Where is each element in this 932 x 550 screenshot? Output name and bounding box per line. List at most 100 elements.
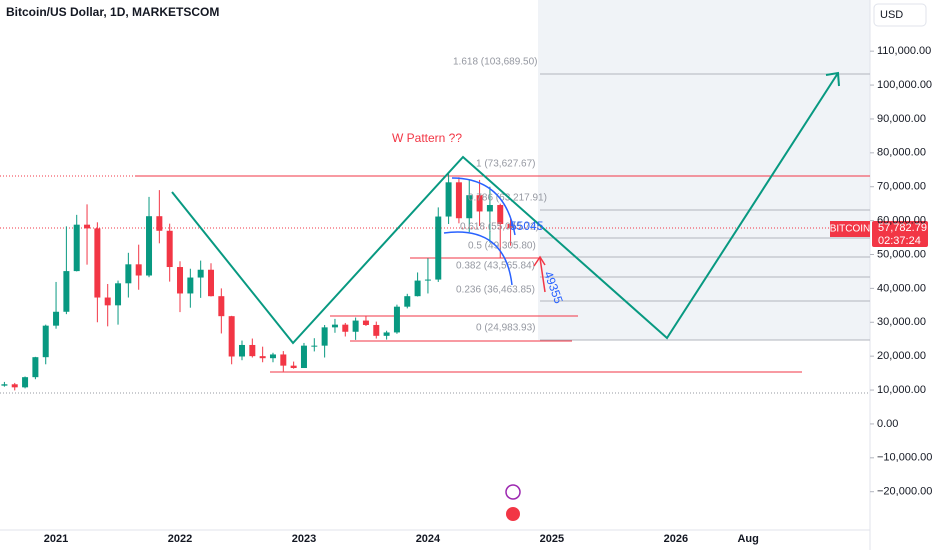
arc: [443, 231, 513, 286]
candle-body: [156, 216, 163, 231]
fib-label: 0.5 (49,305.80): [468, 241, 536, 252]
candle-body: [269, 354, 276, 359]
symbol: BITCOIN: [830, 224, 871, 235]
forecast-zone: [538, 0, 870, 340]
candle-body: [259, 356, 266, 359]
candle-body: [311, 345, 318, 347]
candle-body: [197, 269, 204, 278]
y-tick-label: 50,000.00: [877, 248, 926, 260]
candle-body: [11, 384, 18, 388]
candles: [1, 173, 514, 391]
candle-body: [32, 357, 39, 378]
candle-body: [362, 320, 369, 325]
candle-body: [300, 345, 307, 369]
candle-body: [352, 320, 359, 332]
fib-labels: 1.618 (103,689.50) 1 (73,627.67) 0.786 (…: [453, 57, 547, 334]
candle-body: [53, 311, 60, 326]
candle-body: [228, 316, 235, 357]
y-tick-label: 100,000.00: [877, 79, 932, 91]
candle-body: [373, 324, 380, 336]
y-tick-label: 40,000.00: [877, 282, 926, 294]
w-pattern: [171, 72, 839, 345]
last-price: 57,782.79: [878, 222, 927, 234]
red-arrow: [539, 257, 546, 293]
candle-body: [383, 332, 390, 336]
y-tick-label: 0.00: [877, 418, 898, 430]
candle-body: [280, 354, 287, 366]
candle-body: [445, 182, 452, 217]
y-tick-label: −10,000.00: [877, 452, 932, 464]
fib-label: 1.618 (103,689.50): [453, 57, 538, 68]
candle-body: [177, 267, 184, 294]
candle-body: [146, 216, 153, 276]
candle-body: [94, 228, 101, 298]
x-tick-label: 2022: [168, 533, 192, 545]
candle-body: [104, 297, 111, 306]
y-tick-label: 80,000.00: [877, 147, 926, 159]
currency-button[interactable]: [873, 3, 927, 27]
chart-title: Bitcoin/US Dollar, 1D, MARKETSCOM: [6, 5, 219, 19]
candle-body: [208, 269, 214, 297]
candle-body: [135, 264, 142, 276]
candle-body: [73, 224, 80, 272]
candle-body: [476, 195, 483, 212]
candle-body: [166, 230, 173, 268]
candle-body: [466, 195, 473, 219]
candle-body: [404, 296, 411, 307]
candle-body: [435, 216, 442, 280]
candle-body: [63, 271, 70, 312]
x-tick-label: 2021: [44, 533, 68, 545]
candle-body: [22, 377, 29, 388]
fib-label: 0 (24,983.93): [476, 323, 536, 334]
event-icon[interactable]: [506, 507, 520, 521]
candle-body: [342, 324, 349, 332]
red-arrow-head: [533, 255, 546, 267]
fib-label: 0.236 (36,463.85): [456, 285, 535, 296]
candle-body: [497, 205, 504, 224]
x-tick-label: Aug: [737, 533, 758, 545]
y-tick-label: 90,000.00: [877, 113, 926, 125]
fib-label: 0.382 (43,565.84): [456, 261, 535, 272]
candle-body: [393, 306, 400, 333]
y-tick-label: 70,000.00: [877, 181, 926, 193]
x-tick-label: 2026: [664, 533, 688, 545]
candle-body: [424, 279, 431, 281]
candle-body: [187, 277, 194, 294]
fib-label: 0.786 (63,217.91): [468, 193, 547, 204]
y-tick-label: 20,000.00: [877, 350, 926, 362]
arc: [451, 177, 516, 236]
candle-body: [115, 283, 122, 306]
annotation: W Pattern ??: [392, 131, 462, 145]
level-lines: [135, 175, 870, 373]
candle-body: [84, 224, 91, 229]
candle-body: [486, 205, 493, 212]
y-tick-label: 10,000.00: [877, 384, 926, 396]
y-tick-label: −20,000.00: [877, 486, 932, 498]
event-icon[interactable]: [505, 484, 521, 500]
candle-body: [218, 296, 225, 317]
x-tick-label: 2024: [416, 533, 441, 545]
candle-body: [290, 365, 297, 369]
candle-body: [414, 280, 421, 297]
x-tick-label: 2025: [540, 533, 564, 545]
annotation: 55045: [510, 219, 544, 233]
symbol-tag: [830, 221, 870, 237]
candle-body: [331, 324, 338, 328]
price-tag: [872, 221, 928, 247]
fib-label: 1 (73,627.67): [476, 159, 536, 170]
candle-body: [507, 223, 514, 229]
y-tick-label: 60,000.00: [877, 215, 926, 227]
countdown: 02:37:24: [878, 235, 921, 247]
fib-label: 0.618 (55,045.72): [460, 222, 539, 233]
y-tick-label: 30,000.00: [877, 316, 926, 328]
y-tick-label: 110,000.00: [877, 45, 931, 57]
candle-body: [1, 384, 8, 386]
candle-body: [249, 344, 256, 357]
x-tick-label: 2023: [292, 533, 316, 545]
arrow-head: [825, 71, 840, 87]
candle-body: [321, 327, 328, 346]
candle-body: [42, 325, 49, 358]
currency[interactable]: USD: [880, 9, 903, 21]
candle-body: [238, 344, 245, 357]
